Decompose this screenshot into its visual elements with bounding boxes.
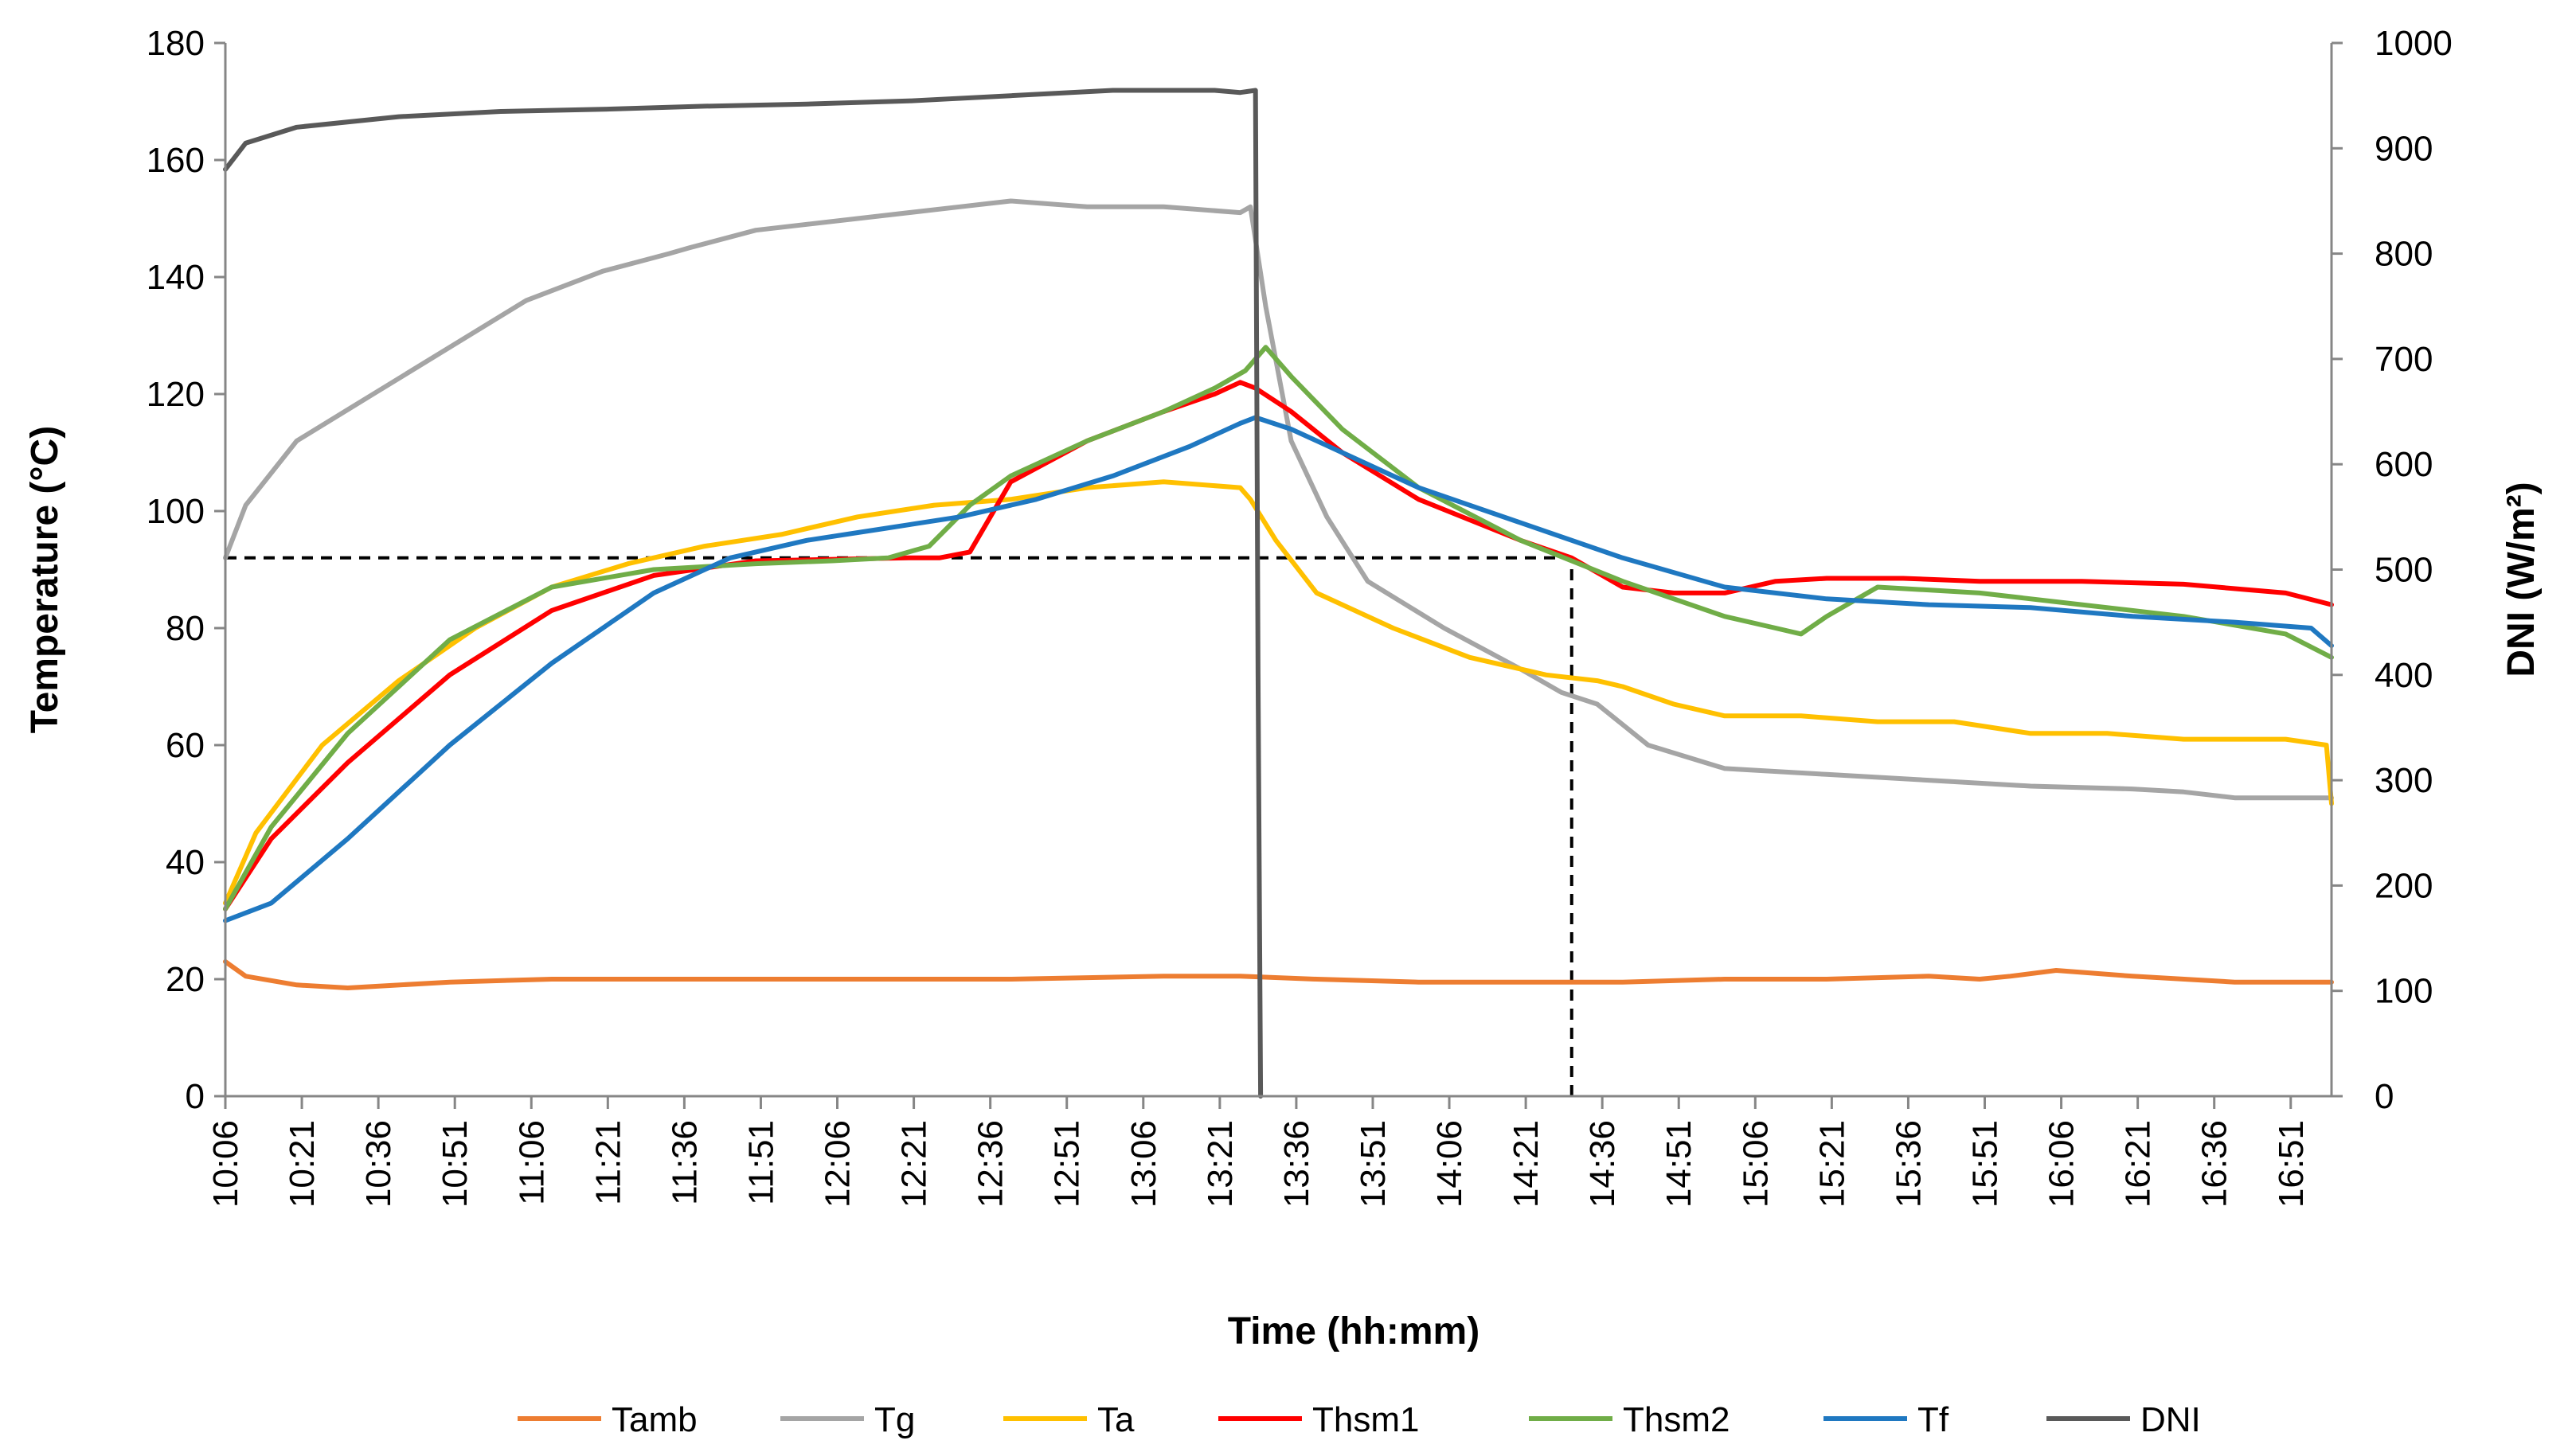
tick-labels: 0 20 40 60 80 100 120 140 160 180 0 100 200 300 400 500…: [147, 24, 2453, 1208]
legend-item-thsm1: Thsm1: [1218, 1400, 1419, 1439]
x-tick-label: 16:06: [2042, 1120, 2081, 1208]
series-line-dni: [223, 88, 1264, 1099]
x-tick-label: 14:21: [1507, 1120, 1546, 1208]
x-tick-label: 15:51: [1966, 1120, 2005, 1208]
y2-tick-label: 600: [2375, 445, 2433, 484]
legend-item-thsm2: Thsm2: [1529, 1400, 1730, 1439]
series-line-tg: [223, 198, 2334, 801]
y2-tick-label: 800: [2375, 235, 2433, 274]
series-line-ta: [223, 479, 2334, 906]
x-tick-label: 12:06: [819, 1120, 858, 1208]
legend-label: DNI: [2140, 1400, 2201, 1439]
x-tick-label: 13:06: [1124, 1120, 1163, 1208]
legend-item-tf: Tf: [1823, 1400, 1949, 1439]
x-tick-label: 11:21: [588, 1120, 627, 1205]
series-line-thsm1: [223, 380, 2334, 911]
legend-label: Tamb: [612, 1400, 698, 1439]
x-tick-label: 12:36: [971, 1120, 1010, 1208]
y-axis-title: Temperature (°C): [24, 426, 66, 733]
y2-tick-label: 0: [2375, 1077, 2394, 1116]
x-tick-label: 10:51: [436, 1120, 475, 1208]
series-line-thsm2: [223, 345, 2334, 911]
x-tick-label: 16:51: [2272, 1120, 2311, 1208]
y-tick-label: 160: [147, 141, 205, 180]
x-tick-label: 16:36: [2195, 1120, 2234, 1208]
y-tick-label: 100: [147, 492, 205, 531]
x-tick-label: 12:21: [895, 1120, 934, 1208]
y2-tick-label: 300: [2375, 761, 2433, 800]
y-tick-label: 180: [147, 24, 205, 63]
y-tick-label: 40: [166, 843, 205, 882]
series-line-tf: [223, 415, 2334, 923]
legend-item-dni: DNI: [2046, 1400, 2201, 1439]
y-tick-label: 20: [166, 960, 205, 999]
y2-tick-label: 500: [2375, 551, 2433, 590]
y2-tick-label: 900: [2375, 129, 2433, 168]
legend-label: Tg: [874, 1400, 915, 1439]
reference-lines: [225, 556, 1573, 1096]
y2-axis-title: DNI (W/m²): [2500, 482, 2543, 677]
x-tick-label: 10:21: [283, 1120, 322, 1208]
axis-titles: Time (hh:mm) Temperature (°C) DNI (W/m²): [24, 426, 2543, 1353]
legend-label: Thsm2: [1623, 1400, 1730, 1439]
legend-item-tamb: Tamb: [518, 1400, 698, 1439]
legend-item-ta: Ta: [1003, 1400, 1135, 1439]
x-tick-label: 15:06: [1736, 1120, 1775, 1208]
x-tick-label: 11:51: [741, 1120, 780, 1205]
y2-tick-label: 100: [2375, 972, 2433, 1011]
x-tick-label: 13:51: [1354, 1120, 1393, 1208]
x-tick-label: 10:36: [359, 1120, 398, 1208]
y2-tick-label: 700: [2375, 340, 2433, 379]
x-axis-title: Time (hh:mm): [1228, 1310, 1479, 1353]
legend-label: Ta: [1097, 1400, 1135, 1439]
y2-tick-label: 400: [2375, 656, 2433, 695]
x-tick-label: 11:36: [665, 1120, 704, 1205]
y-tick-label: 120: [147, 375, 205, 414]
x-tick-label: 16:21: [2119, 1120, 2158, 1208]
y-tick-label: 80: [166, 609, 205, 648]
axes: [214, 41, 2343, 1109]
x-tick-label: 12:51: [1048, 1120, 1087, 1208]
x-tick-label: 13:36: [1277, 1120, 1316, 1208]
x-tick-label: 15:21: [1812, 1120, 1851, 1208]
legend-label: Thsm1: [1312, 1400, 1419, 1439]
legend: Tamb Tg Ta Thsm1 Thsm2 Tf DNI: [518, 1400, 2201, 1439]
series-lines: [223, 88, 2334, 1099]
x-tick-label: 11:06: [512, 1120, 551, 1205]
x-tick-label: 15:36: [1889, 1120, 1928, 1208]
y-tick-label: 0: [186, 1077, 205, 1116]
x-tick-label: 14:36: [1583, 1120, 1622, 1208]
x-tick-label: 14:51: [1659, 1120, 1698, 1208]
legend-label: Tf: [1917, 1400, 1949, 1439]
x-tick-label: 10:06: [206, 1120, 245, 1208]
legend-item-tg: Tg: [780, 1400, 915, 1439]
y-tick-label: 60: [166, 726, 205, 765]
y-tick-label: 140: [147, 258, 205, 297]
series-line-tamb: [223, 959, 2334, 990]
x-tick-label: 13:21: [1201, 1120, 1240, 1208]
y2-tick-label: 1000: [2375, 24, 2453, 63]
y2-tick-label: 200: [2375, 866, 2433, 905]
x-tick-label: 14:06: [1430, 1120, 1469, 1208]
